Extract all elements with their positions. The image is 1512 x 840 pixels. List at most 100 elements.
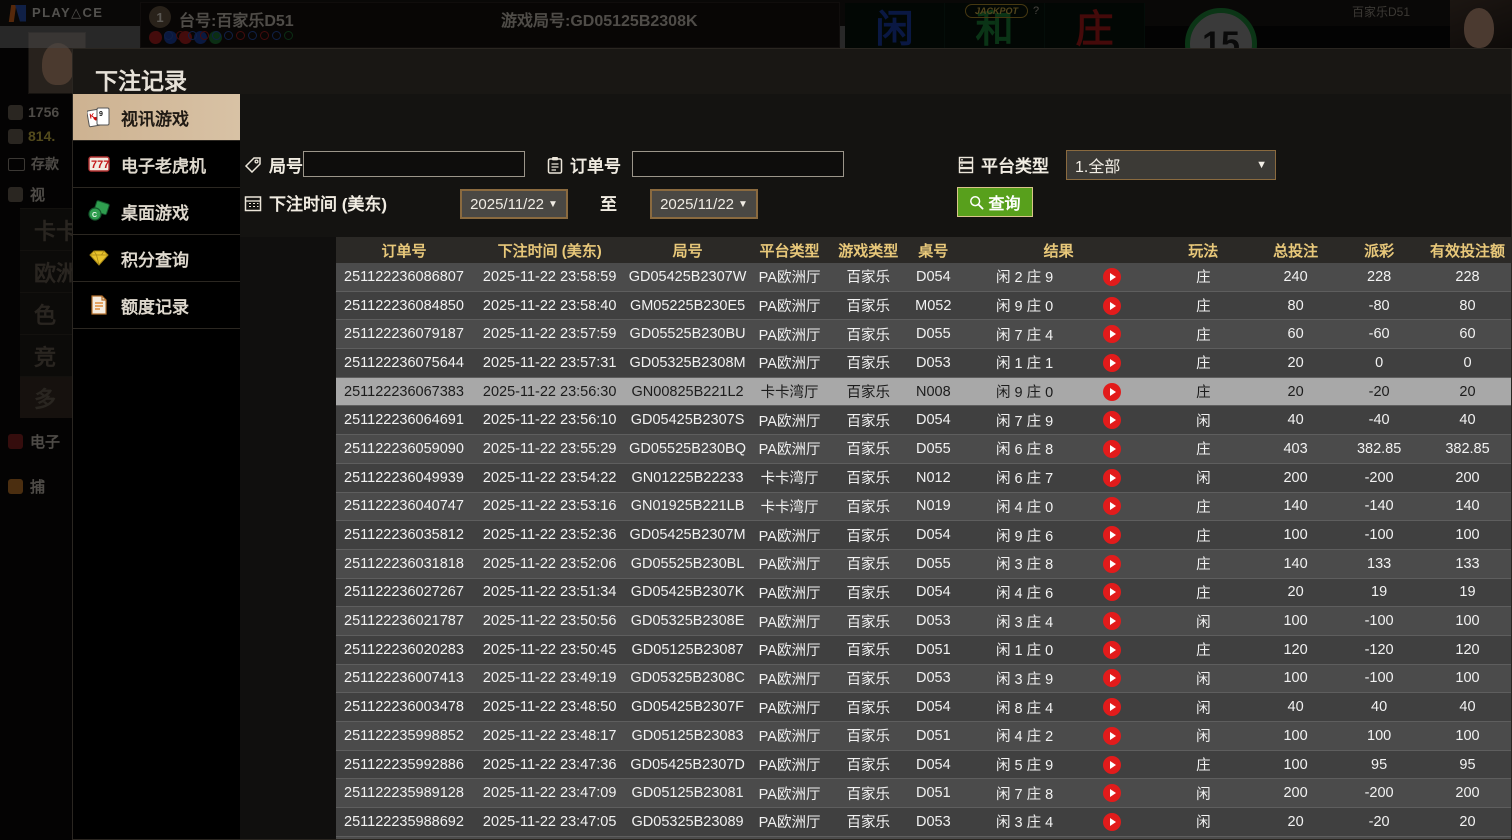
table-row[interactable]: 251122236035812 2025-11-22 23:52:36 GD0542…	[336, 521, 1511, 550]
cell-play-type: 闲	[1196, 815, 1211, 832]
cell-round-number: GD05525B230BL	[630, 555, 745, 572]
sidebar-item-points-query[interactable]: 积分查询	[73, 235, 240, 282]
cell-total-bet: 140	[1283, 555, 1308, 572]
table-row[interactable]: 251122236031818 2025-11-22 23:52:06 GD0552…	[336, 549, 1511, 579]
play-video-icon[interactable]	[1103, 497, 1122, 516]
cell-round-number: GD05525B230BQ	[629, 440, 747, 457]
play-video-icon[interactable]	[1103, 468, 1122, 487]
platform-type-select[interactable]: 1.全部 ▼	[1066, 150, 1276, 180]
table-row[interactable]: 251122236059090 2025-11-22 23:55:29 GD0552…	[336, 435, 1511, 464]
round-number-input[interactable]	[303, 151, 525, 177]
table-row[interactable]: 251122236040747 2025-11-22 23:53:16 GN0192…	[336, 492, 1511, 522]
table-row[interactable]: 251122235988692 2025-11-22 23:47:05 GD0532…	[336, 808, 1511, 837]
cell-payout: 0	[1375, 354, 1384, 371]
cell-payout: 40	[1371, 699, 1388, 716]
cell-game-type: 百家乐	[846, 557, 890, 574]
cell-result: 闲 2 庄 9	[961, 266, 1155, 287]
sidebar-item-video-games[interactable]: K 9 视讯游戏	[73, 94, 253, 141]
slot-icon: 777	[87, 152, 111, 176]
cell-desk-number: D053	[915, 613, 951, 630]
play-video-icon[interactable]	[1103, 698, 1122, 717]
table-row[interactable]: 251122235992886 2025-11-22 23:47:36 GD0542…	[336, 750, 1511, 780]
play-video-icon[interactable]	[1103, 784, 1122, 803]
play-video-icon[interactable]	[1103, 382, 1122, 401]
calendar-icon	[244, 195, 262, 211]
cell-result: 闲 9 庄 0	[961, 295, 1155, 316]
cell-platform: PA欧洲厅	[758, 671, 821, 688]
date-to-picker[interactable]: 2025/11/22 ▼	[650, 189, 758, 219]
play-video-icon[interactable]	[1103, 411, 1122, 430]
cell-platform: PA欧洲厅	[758, 729, 821, 746]
play-video-icon[interactable]	[1103, 755, 1122, 774]
table-row[interactable]: 251122236079187 2025-11-22 23:57:59 GD0552…	[336, 320, 1511, 350]
table-row[interactable]: 251122236020283 2025-11-22 23:50:45 GD0512…	[336, 635, 1511, 665]
play-video-icon[interactable]	[1103, 812, 1122, 831]
play-video-icon[interactable]	[1103, 669, 1122, 688]
table-row[interactable]: 251122236075644 2025-11-22 23:57:31 GD0532…	[336, 349, 1511, 378]
table-row[interactable]: 251122236084850 2025-11-22 23:58:40 GM0522…	[336, 291, 1511, 321]
play-video-icon[interactable]	[1103, 640, 1122, 659]
play-video-icon[interactable]	[1103, 554, 1122, 573]
table-row[interactable]: 251122235998852 2025-11-22 23:48:17 GD0512…	[336, 722, 1511, 751]
cell-bet-time: 2025-11-22 23:49:19	[482, 670, 617, 687]
result-text: 闲 4 庄 6	[995, 585, 1054, 602]
table-row[interactable]: 251122236007413 2025-11-22 23:49:19 GD0532…	[336, 664, 1511, 694]
cell-order-number: 251122236084850	[344, 297, 464, 314]
cell-play-type: 庄	[1196, 557, 1211, 574]
cell-platform: PA欧洲厅	[758, 413, 821, 430]
date-from-picker[interactable]: 2025/11/22 ▼	[460, 189, 568, 219]
cell-desk-number: D055	[915, 440, 951, 457]
page-title: 下注记录	[95, 68, 187, 94]
clipboard-icon	[547, 156, 563, 174]
table-row[interactable]: 251122236064691 2025-11-22 23:56:10 GD0542…	[336, 406, 1511, 436]
sidebar-item-slot-machine[interactable]: 777 电子老虎机	[73, 141, 240, 188]
table-footer-row: 小计2243-182.152177.85	[336, 836, 1511, 839]
table-row[interactable]: 251122236003478 2025-11-22 23:48:50 GD0542…	[336, 693, 1511, 722]
table-row[interactable]: 251122236027267 2025-11-22 23:51:34 GD0542…	[336, 578, 1511, 608]
cell-game-type: 百家乐	[846, 585, 890, 602]
cell-total-bet: 20	[1287, 354, 1304, 371]
cell-valid-bet: 20	[1459, 383, 1476, 400]
play-video-icon[interactable]	[1103, 267, 1122, 286]
cell-desk-number: D054	[915, 756, 951, 773]
cell-game-type: 百家乐	[846, 786, 890, 803]
platform-type-label: 平台类型	[958, 152, 1049, 177]
play-video-icon[interactable]	[1103, 325, 1122, 344]
play-video-icon[interactable]	[1103, 583, 1122, 602]
cell-platform: PA欧洲厅	[758, 356, 821, 373]
cell-order-number: 251122236021787	[344, 613, 464, 630]
cell-result: 闲 4 庄 2	[961, 725, 1155, 746]
cell-round-number: GD05125B23081	[631, 785, 744, 802]
play-video-icon[interactable]	[1103, 726, 1122, 745]
cell-order-number: 251122235992886	[344, 756, 464, 773]
bet-records-dialog: 下注记录 K 9 视讯游戏	[72, 48, 1512, 840]
query-button[interactable]: 查询	[957, 187, 1033, 217]
cell-payout: -140	[1364, 498, 1394, 515]
table-row[interactable]: 251122236067383 2025-11-22 23:56:30 GN0082…	[336, 377, 1511, 407]
table-row[interactable]: 251122235989128 2025-11-22 23:47:09 GD0512…	[336, 779, 1511, 809]
cell-round-number: GD05325B2308E	[630, 613, 745, 630]
bet-time-label: 下注时间 (美东)	[244, 190, 387, 215]
table-row[interactable]: 251122236021787 2025-11-22 23:50:56 GD0532…	[336, 607, 1511, 636]
column-header-7: 玩法	[1188, 242, 1219, 260]
cell-valid-bet: 133	[1455, 555, 1480, 572]
sidebar-item-credit-records[interactable]: 额度记录	[73, 282, 240, 329]
cell-bet-time: 2025-11-22 23:48:17	[482, 727, 617, 744]
play-video-icon[interactable]	[1103, 353, 1122, 372]
play-video-icon[interactable]	[1103, 612, 1122, 631]
sidebar-item-table-games[interactable]: C 桌面游戏	[73, 188, 240, 235]
date-between-label: 至	[600, 190, 617, 215]
play-video-icon[interactable]	[1103, 526, 1122, 545]
order-number-input[interactable]	[632, 151, 844, 177]
play-video-icon[interactable]	[1103, 439, 1122, 458]
cell-payout: -20	[1368, 813, 1390, 830]
cell-round-number: GD05425B2307S	[630, 412, 745, 429]
cell-result: 闲 1 庄 0	[961, 639, 1155, 660]
table-row[interactable]: 251122236086807 2025-11-22 23:58:59 GD0542…	[336, 263, 1511, 292]
column-header-4: 游戏类型	[838, 242, 899, 260]
play-video-icon[interactable]	[1103, 296, 1122, 315]
cell-round-number: GD05425B2307M	[629, 527, 746, 544]
cell-round-number: GD05325B23089	[631, 813, 744, 830]
table-row[interactable]: 251122236049939 2025-11-22 23:54:22 GN0122…	[336, 463, 1511, 493]
chevron-down-icon: ▼	[548, 198, 558, 210]
